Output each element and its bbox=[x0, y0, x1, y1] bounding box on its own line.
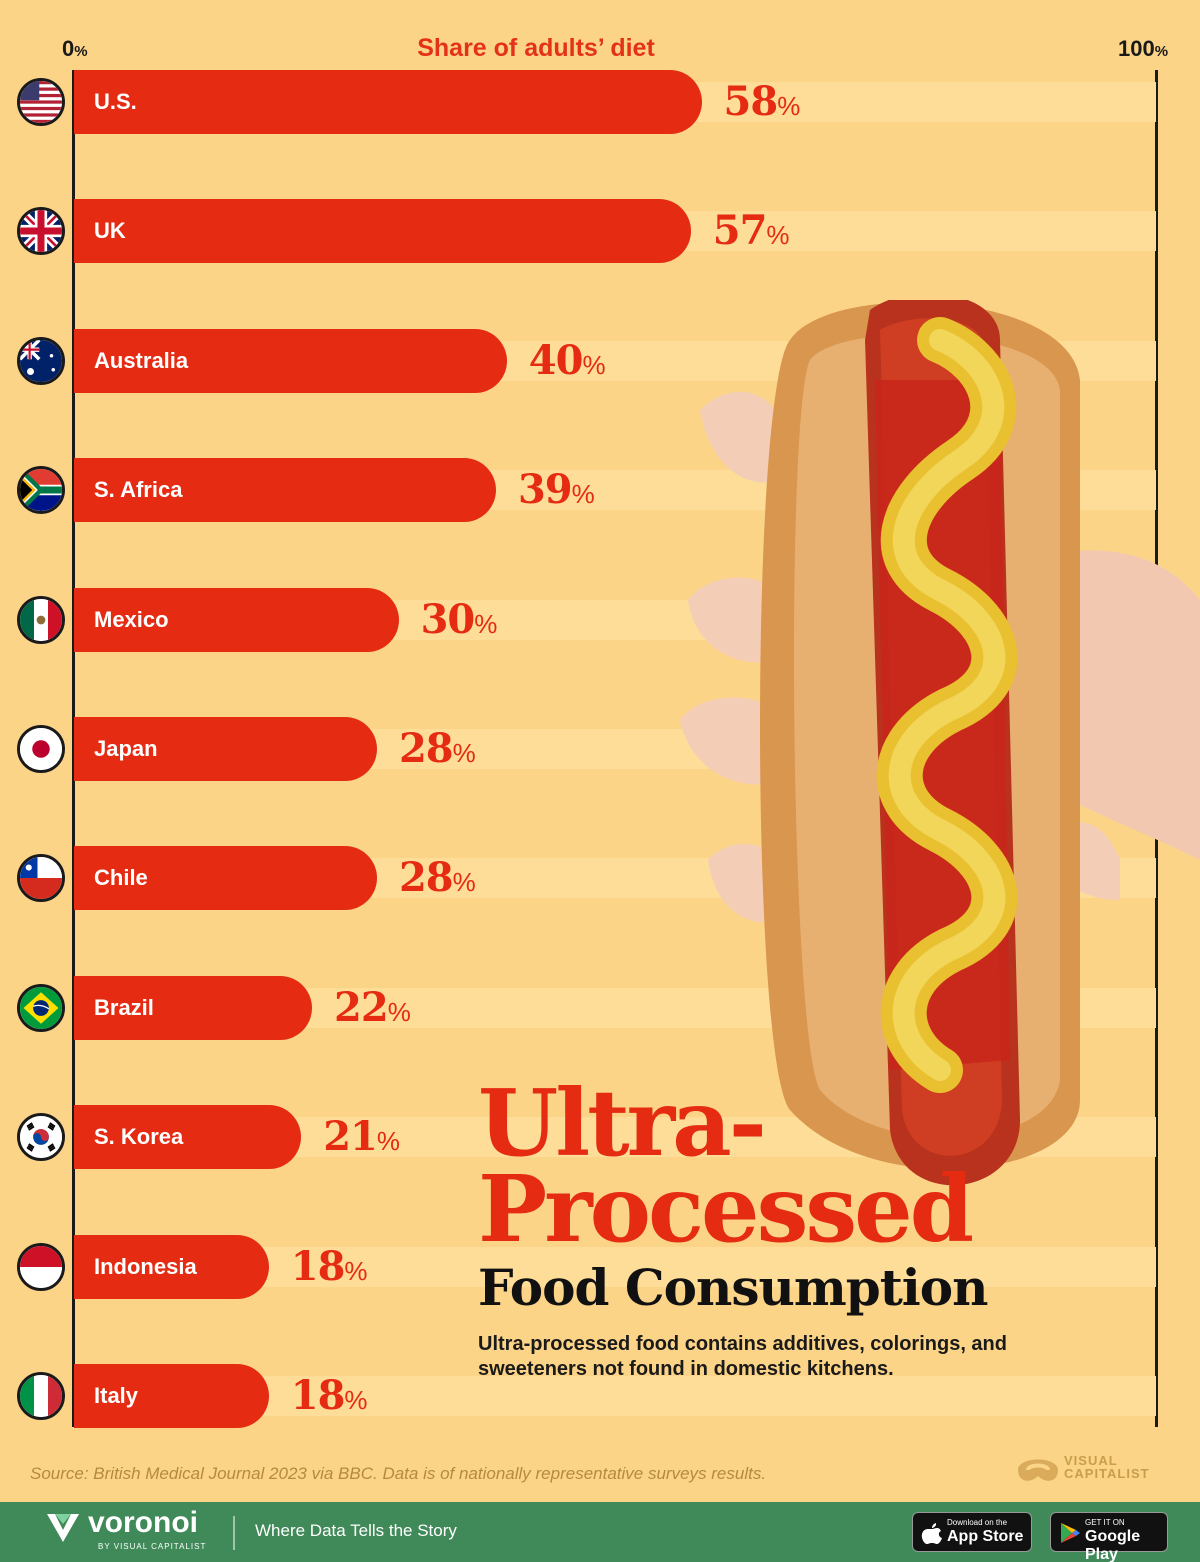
category-label: Italy bbox=[94, 1383, 139, 1408]
value-label: 58% bbox=[723, 78, 801, 125]
voronoi-logo-icon[interactable] bbox=[44, 1508, 82, 1546]
headline-subtitle: Ultra-processed food contains additives,… bbox=[478, 1333, 1007, 1380]
headline-line-2: Processed bbox=[478, 1155, 974, 1263]
hotdog-illustration bbox=[680, 300, 1200, 1186]
visual-capitalist-logo-icon bbox=[1018, 1459, 1058, 1481]
value-label: 30% bbox=[420, 595, 498, 643]
bar bbox=[74, 458, 496, 523]
indonesia-flag-icon bbox=[17, 1242, 65, 1291]
google-play-small-text: GET IT ON bbox=[1085, 1518, 1125, 1527]
category-label: U.S. bbox=[94, 89, 137, 114]
australia-flag-icon bbox=[17, 336, 65, 385]
footer-divider bbox=[233, 1516, 235, 1550]
axis-max-label: 100% bbox=[1118, 36, 1169, 61]
google-play-button[interactable]: GET IT ON Google Play bbox=[1050, 1512, 1168, 1562]
chile-flag-icon bbox=[17, 854, 65, 903]
bar bbox=[74, 1234, 269, 1299]
mexico-flag-icon bbox=[17, 595, 65, 644]
brazil-flag-icon bbox=[17, 983, 65, 1032]
uk-flag-icon bbox=[17, 207, 65, 256]
headline-line-1: Ultra- bbox=[478, 1069, 767, 1177]
south-africa-flag-icon bbox=[17, 466, 65, 515]
category-label: UK bbox=[94, 218, 126, 244]
category-label: Indonesia bbox=[94, 1253, 197, 1279]
chart-title: Share of adults’ diet bbox=[417, 34, 655, 62]
axis-line-left bbox=[72, 70, 75, 1427]
category-label: Chile bbox=[94, 865, 148, 891]
footer-tagline: Where Data Tells the Story bbox=[255, 1521, 457, 1540]
voronoi-byline: BY VISUAL CAPITALIST bbox=[98, 1542, 207, 1551]
value-label: 22% bbox=[334, 983, 411, 1031]
source-note: Source: British Medical Journal 2023 via… bbox=[30, 1464, 767, 1483]
value-label: 28% bbox=[398, 854, 476, 902]
bar bbox=[74, 1105, 302, 1170]
value-label: 18% bbox=[290, 1372, 368, 1419]
app-store-label: App Store bbox=[947, 1528, 1024, 1545]
category-label: S. Korea bbox=[94, 1124, 184, 1150]
bar bbox=[74, 717, 377, 781]
bar bbox=[74, 1364, 269, 1428]
apple-icon bbox=[921, 1523, 942, 1544]
visual-capitalist-wordmark: VISUAL CAPITALIST bbox=[1064, 1453, 1150, 1481]
value-label: 57% bbox=[712, 207, 790, 255]
value-label: 21% bbox=[323, 1113, 401, 1161]
category-label: S. Africa bbox=[94, 477, 183, 503]
category-label: Mexico bbox=[94, 606, 169, 632]
app-store-button[interactable]: Download on the App Store bbox=[912, 1512, 1032, 1552]
category-label: Japan bbox=[94, 736, 158, 761]
headline: Ultra- Processed Food Consumption Ultra-… bbox=[478, 1069, 1118, 1382]
japan-flag-icon bbox=[17, 725, 65, 773]
app-store-small-text: Download on the bbox=[947, 1518, 1008, 1527]
us-flag-icon bbox=[17, 78, 65, 126]
bar bbox=[74, 587, 399, 652]
bar bbox=[74, 199, 691, 264]
south-korea-flag-icon bbox=[17, 1113, 65, 1162]
value-label: 18% bbox=[290, 1242, 368, 1290]
category-label: Brazil bbox=[94, 994, 154, 1020]
value-label: 40% bbox=[528, 336, 606, 384]
footer-bar: voronoi BY VISUAL CAPITALIST Where Data … bbox=[0, 1502, 1200, 1562]
bar bbox=[74, 70, 702, 134]
bar bbox=[74, 328, 507, 393]
value-label: 39% bbox=[517, 466, 595, 514]
google-play-icon bbox=[1061, 1523, 1080, 1543]
google-play-label: Google Play bbox=[1085, 1528, 1141, 1562]
bar bbox=[74, 975, 313, 1040]
category-label: Australia bbox=[94, 347, 189, 373]
voronoi-wordmark[interactable]: voronoi bbox=[88, 1506, 198, 1539]
value-label: 28% bbox=[398, 725, 476, 772]
bar bbox=[74, 846, 377, 911]
headline-line-3: Food Consumption bbox=[478, 1258, 989, 1317]
italy-flag-icon bbox=[17, 1372, 65, 1420]
axis-min-label: 0% bbox=[62, 36, 88, 61]
